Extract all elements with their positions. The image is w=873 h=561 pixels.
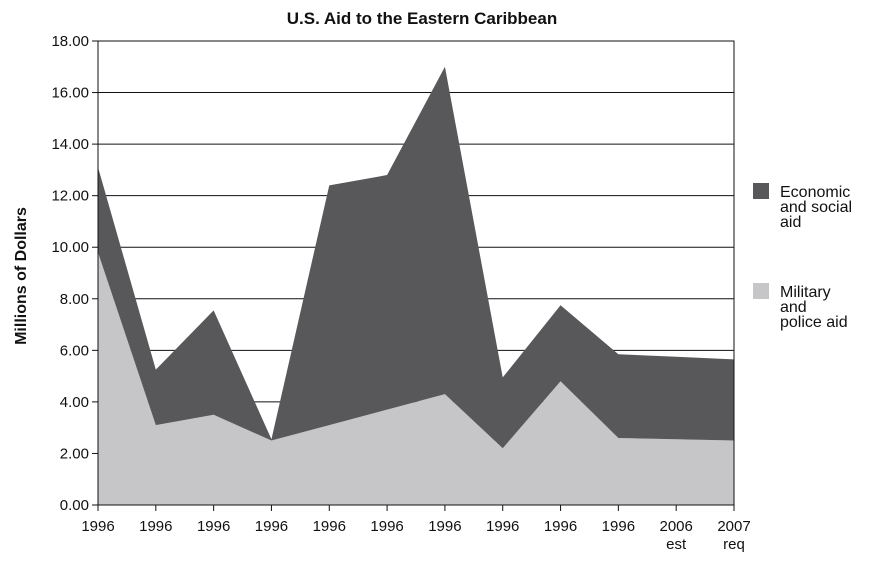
x-tick-label-6: 1996: [428, 518, 461, 535]
y-tick-label-5: 10.00: [51, 239, 89, 256]
y-tick-label-1: 2.00: [60, 445, 89, 462]
area-series: [98, 66, 734, 505]
x-tick-label-5: 1996: [370, 518, 403, 535]
x-tick-label-2: 1996: [197, 518, 230, 535]
y-tick-label-8: 16.00: [51, 85, 89, 102]
area-series-1: [98, 66, 734, 449]
y-tick-label-3: 6.00: [60, 342, 89, 359]
y-tick-label-0: 0.00: [60, 497, 89, 514]
x-tick-label-7: 1996: [486, 518, 519, 535]
legend-label-0-0: Military: [780, 284, 831, 301]
y-axis-label: Millions of Dollars: [13, 207, 30, 345]
y-tick-label-2: 4.00: [60, 394, 89, 411]
x-tick-label-11: 2007: [717, 518, 750, 535]
x-tick-label-8: 1996: [544, 518, 577, 535]
x-tick-label-1: 1996: [139, 518, 172, 535]
x-tick-label-4: 1996: [313, 518, 346, 535]
x-tick-label-9: 1996: [602, 518, 635, 535]
y-tick-label-7: 14.00: [51, 136, 89, 153]
legend-label-1-0: Economic: [780, 184, 850, 201]
chart-title: U.S. Aid to the Eastern Caribbean: [287, 9, 557, 28]
plot-frame: [97, 40, 735, 506]
legend-swatch-0: [753, 283, 769, 299]
x-axis-ticks: 1996 1996 1996 1996 1996 1996 1996 1996 1996 1996…: [81, 505, 751, 553]
x-tick-label-10: 2006: [659, 518, 692, 535]
area-series-0: [98, 252, 734, 505]
y-tick-label-6: 12.00: [51, 188, 89, 205]
x-tick-label-3: 1996: [255, 518, 288, 535]
y-axis-ticks: 0.00 2.00 4.00 6.00 8.00 10.00 12.00 14.00 16.00…: [51, 33, 98, 514]
legend-label-0-2: police aid: [780, 314, 848, 331]
x-tick-sublabel-11: req: [723, 536, 745, 553]
y-tick-label-4: 8.00: [60, 291, 89, 308]
legend-label-0-1: and: [780, 299, 807, 316]
plot-border: [97, 40, 735, 506]
x-tick-label-0: 1996: [81, 518, 114, 535]
legend-swatch-1: [753, 183, 769, 199]
legend-label-1-1: and social: [780, 199, 852, 216]
legend-label-1-2: aid: [780, 214, 801, 231]
x-tick-sublabel-10: est: [666, 536, 687, 553]
y-tick-label-9: 18.00: [51, 33, 89, 50]
